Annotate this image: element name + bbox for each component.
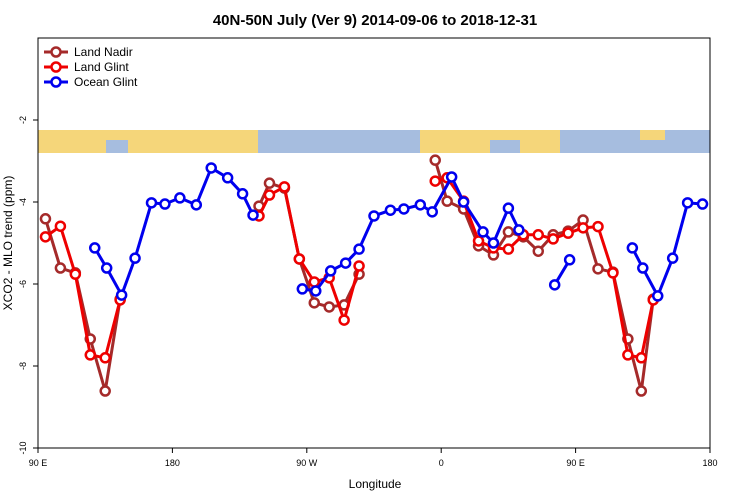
data-point: [278, 181, 291, 193]
data-point: [592, 263, 604, 275]
data-point: [247, 209, 259, 221]
y-tick-label: -4: [18, 198, 28, 206]
data-point: [398, 203, 410, 215]
data-point: [607, 267, 619, 279]
data-point: [622, 349, 634, 361]
data-point: [548, 279, 561, 291]
x-tick-label: 180: [702, 458, 717, 468]
data-point: [562, 227, 574, 239]
data-point: [236, 188, 249, 200]
data-point: [502, 202, 515, 214]
legend-label: Ocean Glint: [74, 75, 138, 89]
data-point: [532, 229, 545, 241]
data-point: [637, 262, 649, 274]
data-point: [487, 237, 500, 249]
data-point: [308, 276, 321, 288]
legend-marker: [50, 46, 62, 58]
data-point: [696, 198, 709, 210]
data-point: [129, 252, 141, 264]
data-point: [159, 198, 171, 210]
data-point: [115, 289, 128, 301]
data-point: [174, 192, 186, 204]
y-tick-label: -6: [18, 280, 28, 288]
data-point: [99, 352, 111, 364]
data-point: [100, 262, 113, 274]
data-point: [441, 195, 453, 207]
y-tick-label: -8: [18, 362, 28, 370]
y-tick-label: -2: [18, 116, 28, 124]
data-point: [308, 297, 321, 309]
data-point: [502, 243, 515, 255]
data-point: [429, 175, 441, 187]
x-tick-label: 90 W: [296, 458, 318, 468]
data-point: [323, 301, 335, 313]
data-point: [54, 262, 67, 274]
data-point: [547, 233, 559, 245]
data-point: [54, 220, 67, 232]
data-point: [635, 385, 648, 397]
legend-marker: [50, 76, 62, 88]
data-point: [190, 199, 203, 211]
x-tick-label: 180: [165, 458, 180, 468]
data-point: [39, 213, 52, 225]
data-point: [99, 385, 111, 397]
series-line: [93, 166, 703, 298]
data-point: [339, 257, 352, 269]
data-point: [310, 285, 322, 297]
data-point: [502, 226, 515, 238]
data-point: [681, 197, 694, 209]
data-point: [429, 154, 441, 166]
data-point: [69, 268, 82, 280]
data-point: [457, 196, 470, 208]
data-point: [384, 204, 397, 216]
x-tick-label: 90 E: [29, 458, 48, 468]
data-point: [368, 210, 380, 222]
data-point: [324, 265, 337, 277]
data-point: [353, 243, 365, 255]
data-point: [426, 206, 438, 218]
data-point: [472, 235, 485, 247]
data-point: [666, 252, 679, 264]
chart-title: 40N-50N July (Ver 9) 2014-09-06 to 2018-…: [213, 12, 537, 29]
data-point: [84, 349, 97, 361]
data-point: [626, 242, 639, 254]
data-point: [263, 189, 276, 201]
data-point: [39, 231, 52, 243]
data-point: [651, 290, 664, 302]
data-point: [221, 172, 234, 184]
plot-frame: [37, 37, 711, 449]
data-point: [592, 220, 604, 233]
data-point: [205, 162, 217, 174]
data-point: [445, 171, 458, 183]
series-line: [44, 159, 655, 393]
legend-label: Land Glint: [74, 60, 129, 74]
data-point: [293, 253, 306, 265]
x-tick-label: 0: [439, 458, 444, 468]
legend-marker: [50, 61, 62, 73]
x-tick-label: 90 E: [566, 458, 585, 468]
data-point: [145, 197, 158, 209]
data-point: [577, 222, 589, 234]
x-axis-label: Longitude: [349, 477, 402, 491]
map-strip: [38, 130, 710, 153]
data-point: [414, 199, 427, 211]
data-point: [353, 260, 365, 272]
legend-label: Land Nadir: [74, 45, 133, 59]
y-tick-label: -10: [18, 441, 28, 454]
data-point: [88, 242, 101, 254]
series-line: [44, 176, 655, 360]
data-point: [563, 254, 576, 266]
data-point: [513, 224, 525, 236]
data-point: [477, 226, 489, 238]
y-axis-label: XCO2 - MLO trend (ppm): [1, 176, 15, 311]
data-point: [635, 352, 648, 364]
data-point: [338, 314, 350, 326]
data-point: [532, 245, 545, 257]
data-point: [296, 283, 309, 295]
data-point: [263, 177, 276, 189]
